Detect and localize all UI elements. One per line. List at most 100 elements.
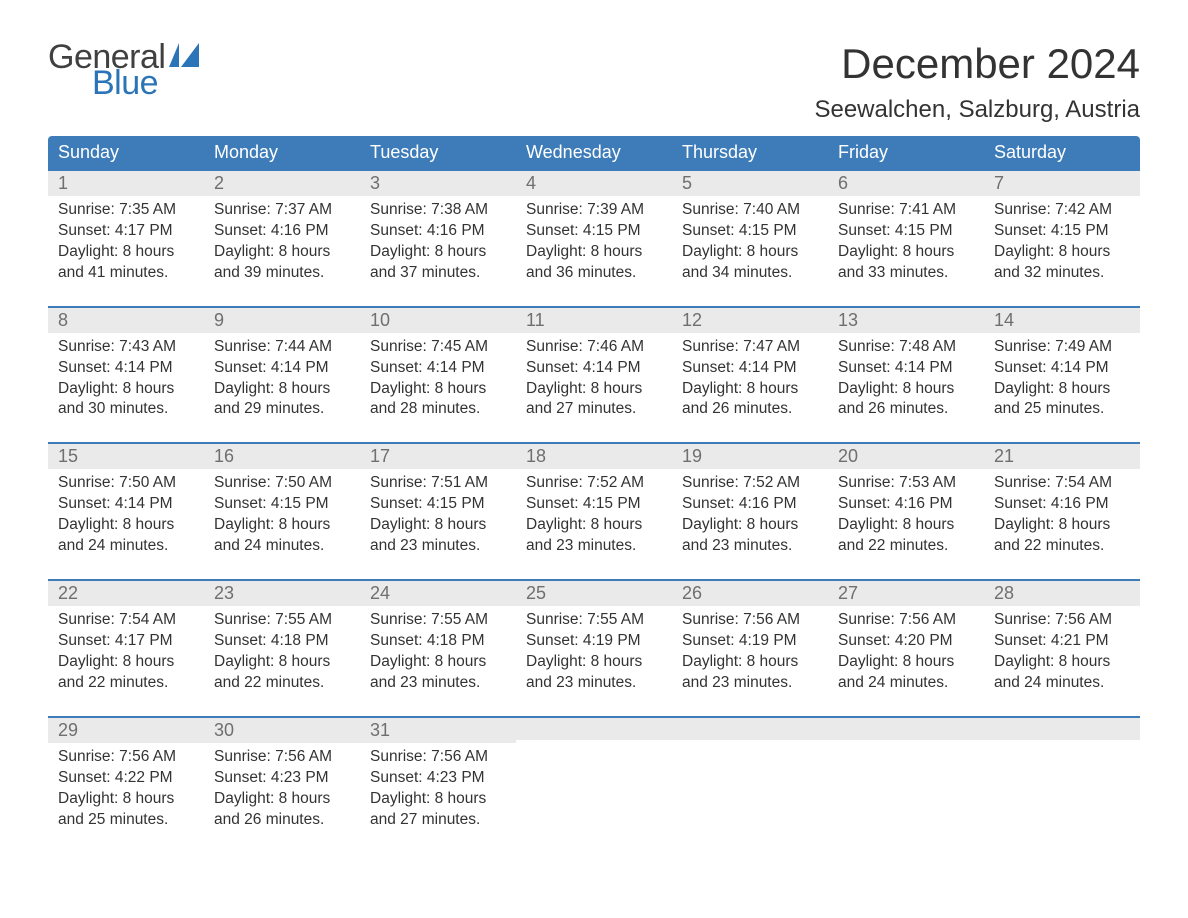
day-number-bar: 25 (516, 581, 672, 606)
day-details: Sunrise: 7:53 AMSunset: 4:16 PMDaylight:… (838, 473, 974, 557)
day-number-bar: 26 (672, 581, 828, 606)
day-details: Sunrise: 7:48 AMSunset: 4:14 PMDaylight:… (838, 337, 974, 421)
day-dl1-text: Daylight: 8 hours (58, 789, 194, 810)
day-sunrise-text: Sunrise: 7:56 AM (370, 747, 506, 768)
day-sunrise-text: Sunrise: 7:50 AM (214, 473, 350, 494)
day-sunset-text: Sunset: 4:15 PM (682, 221, 818, 242)
brand-logo: General Blue (48, 40, 203, 100)
day-dl2-text: and 37 minutes. (370, 263, 506, 284)
day-details: Sunrise: 7:42 AMSunset: 4:15 PMDaylight:… (994, 200, 1130, 284)
day-dl1-text: Daylight: 8 hours (994, 652, 1130, 673)
day-dl2-text: and 26 minutes. (682, 399, 818, 420)
day-number: 26 (682, 583, 702, 603)
day-dl1-text: Daylight: 8 hours (58, 379, 194, 400)
day-cell: 18Sunrise: 7:52 AMSunset: 4:15 PMDayligh… (516, 444, 672, 561)
day-cell: 17 Sunrise: 7:51 AMSunset: 4:15 PMDayligh… (360, 444, 516, 561)
day-number: 1 (58, 173, 68, 193)
day-sunset-text: Sunset: 4:14 PM (58, 358, 194, 379)
day-number-bar: 19 (672, 444, 828, 469)
day-dl2-text: and 23 minutes. (682, 673, 818, 694)
brand-blue-text: Blue (92, 66, 203, 100)
day-number: 31 (370, 720, 390, 740)
day-cell: 21Sunrise: 7:54 AMSunset: 4:16 PMDayligh… (984, 444, 1140, 561)
day-number: 3 (370, 173, 380, 193)
day-cell: 15Sunrise: 7:50 AMSunset: 4:14 PMDayligh… (48, 444, 204, 561)
day-dl2-text: and 22 minutes. (58, 673, 194, 694)
day-dl1-text: Daylight: 8 hours (370, 515, 506, 536)
day-sunrise-text: Sunrise: 7:38 AM (370, 200, 506, 221)
day-number-bar (828, 718, 984, 740)
day-sunrise-text: Sunrise: 7:56 AM (838, 610, 974, 631)
header: General Blue December 2024 Seewalchen, S… (48, 40, 1140, 124)
day-sunrise-text: Sunrise: 7:43 AM (58, 337, 194, 358)
day-sunrise-text: Sunrise: 7:52 AM (682, 473, 818, 494)
page: General Blue December 2024 Seewalchen, S… (0, 0, 1188, 894)
day-number: 15 (58, 446, 78, 466)
day-sunrise-text: Sunrise: 7:46 AM (526, 337, 662, 358)
day-dl1-text: Daylight: 8 hours (370, 242, 506, 263)
day-details: Sunrise: 7:47 AMSunset: 4:14 PMDaylight:… (682, 337, 818, 421)
day-details: Sunrise: 7:44 AMSunset: 4:14 PMDaylight:… (214, 337, 350, 421)
week-row: 29Sunrise: 7:56 AMSunset: 4:22 PMDayligh… (48, 716, 1140, 835)
weekday-header: Wednesday (516, 136, 672, 171)
day-dl2-text: and 26 minutes. (214, 810, 350, 831)
day-dl1-text: Daylight: 8 hours (682, 242, 818, 263)
day-cell: 13Sunrise: 7:48 AMSunset: 4:14 PMDayligh… (828, 308, 984, 425)
day-dl2-text: and 28 minutes. (370, 399, 506, 420)
day-dl2-text: and 30 minutes. (58, 399, 194, 420)
day-dl2-text: and 27 minutes. (526, 399, 662, 420)
day-cell: 8Sunrise: 7:43 AMSunset: 4:14 PMDaylight… (48, 308, 204, 425)
day-cell: 1Sunrise: 7:35 AMSunset: 4:17 PMDaylight… (48, 171, 204, 288)
day-dl2-text: and 22 minutes. (994, 536, 1130, 557)
day-sunset-text: Sunset: 4:15 PM (526, 221, 662, 242)
day-sunrise-text: Sunrise: 7:56 AM (994, 610, 1130, 631)
day-number: 27 (838, 583, 858, 603)
day-cell: 22Sunrise: 7:54 AMSunset: 4:17 PMDayligh… (48, 581, 204, 698)
day-number-bar: 7 (984, 171, 1140, 196)
day-number: 4 (526, 173, 536, 193)
day-dl1-text: Daylight: 8 hours (838, 242, 974, 263)
day-dl2-text: and 39 minutes. (214, 263, 350, 284)
day-dl2-text: and 26 minutes. (838, 399, 974, 420)
day-number-bar: 31 (360, 718, 516, 743)
location-text: Seewalchen, Salzburg, Austria (814, 96, 1140, 124)
weekday-header: Monday (204, 136, 360, 171)
day-details: Sunrise: 7:45 AMSunset: 4:14 PMDaylight:… (370, 337, 506, 421)
day-details: Sunrise: 7:52 AMSunset: 4:16 PMDaylight:… (682, 473, 818, 557)
day-dl2-text: and 33 minutes. (838, 263, 974, 284)
day-details: Sunrise: 7:40 AMSunset: 4:15 PMDaylight:… (682, 200, 818, 284)
day-cell: 12Sunrise: 7:47 AMSunset: 4:14 PMDayligh… (672, 308, 828, 425)
day-sunset-text: Sunset: 4:15 PM (370, 494, 506, 515)
weekday-header: Saturday (984, 136, 1140, 171)
day-number: 9 (214, 310, 224, 330)
day-sunrise-text: Sunrise: 7:39 AM (526, 200, 662, 221)
day-number-bar: 10 (360, 308, 516, 333)
day-details: Sunrise: 7:46 AMSunset: 4:14 PMDaylight:… (526, 337, 662, 421)
title-block: December 2024 Seewalchen, Salzburg, Aust… (814, 40, 1140, 124)
day-sunset-text: Sunset: 4:18 PM (214, 631, 350, 652)
day-sunset-text: Sunset: 4:15 PM (994, 221, 1130, 242)
day-number-bar: 28 (984, 581, 1140, 606)
day-cell: 20Sunrise: 7:53 AMSunset: 4:16 PMDayligh… (828, 444, 984, 561)
day-dl2-text: and 29 minutes. (214, 399, 350, 420)
day-number: 16 (214, 446, 234, 466)
empty-day-cell (828, 718, 984, 835)
weekday-header: Tuesday (360, 136, 516, 171)
day-number: 23 (214, 583, 234, 603)
day-sunset-text: Sunset: 4:23 PM (370, 768, 506, 789)
day-number-bar: 17 (360, 444, 516, 469)
day-sunset-text: Sunset: 4:23 PM (214, 768, 350, 789)
day-number-bar: 24 (360, 581, 516, 606)
day-details: Sunrise: 7:49 AMSunset: 4:14 PMDaylight:… (994, 337, 1130, 421)
day-details: Sunrise: 7:51 AMSunset: 4:15 PMDaylight:… (370, 473, 506, 557)
day-number-bar: 15 (48, 444, 204, 469)
day-cell: 4Sunrise: 7:39 AMSunset: 4:15 PMDaylight… (516, 171, 672, 288)
day-number: 11 (526, 310, 545, 330)
day-dl2-text: and 24 minutes. (58, 536, 194, 557)
week-row: 1Sunrise: 7:35 AMSunset: 4:17 PMDaylight… (48, 171, 1140, 288)
day-number-bar (516, 718, 672, 740)
day-sunset-text: Sunset: 4:17 PM (58, 631, 194, 652)
day-number-bar: 18 (516, 444, 672, 469)
day-number: 2 (214, 173, 224, 193)
day-dl1-text: Daylight: 8 hours (370, 789, 506, 810)
